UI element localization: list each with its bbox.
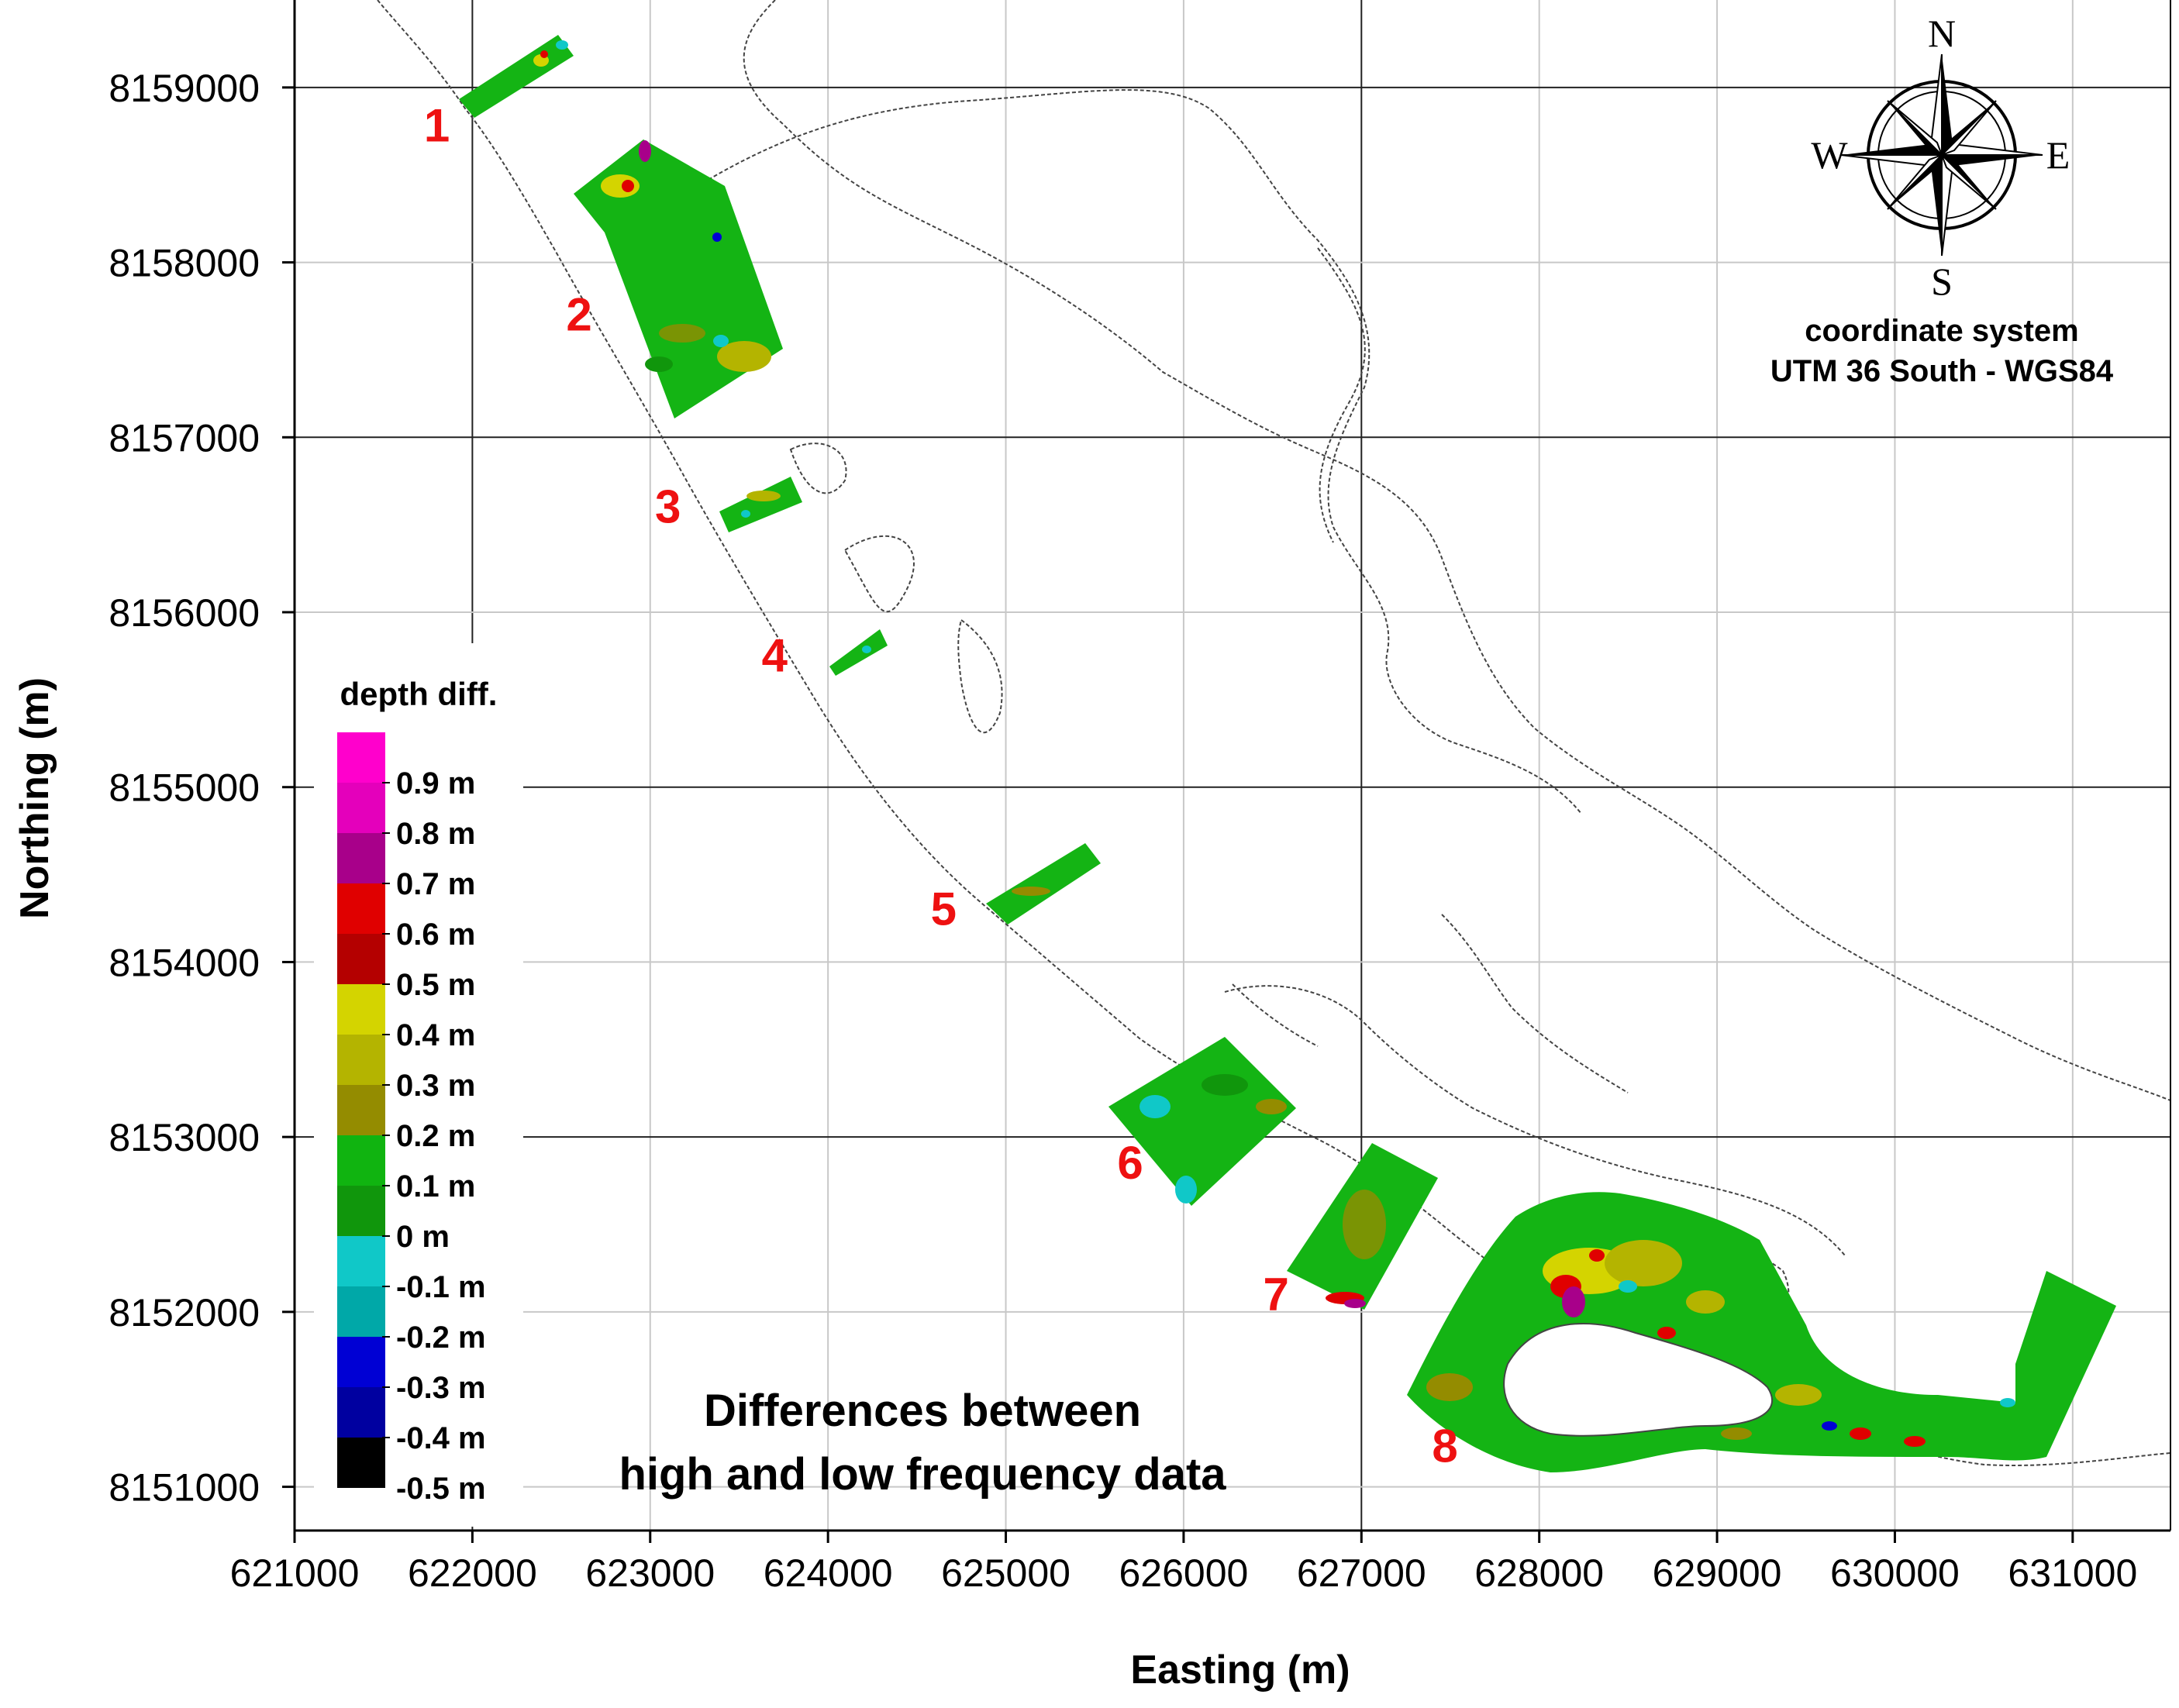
legend-swatch — [337, 1286, 385, 1337]
axes: 621000 622000 623000 624000 625000 626000 6270… — [12, 0, 2171, 1693]
zone-1-surface — [459, 35, 574, 118]
compass-star-icon — [1840, 53, 2043, 257]
zone-3-surface — [719, 477, 802, 532]
zone-4-surface — [829, 629, 888, 676]
zone-8-surface — [1407, 1192, 2116, 1472]
caption-line-2: high and low frequency data — [619, 1449, 1226, 1500]
zone-7-surface — [1287, 1143, 1438, 1310]
y-tick-label: 8159000 — [109, 67, 260, 110]
x-tick-label: 629000 — [1653, 1551, 1782, 1595]
zone-label-7: 7 — [1264, 1268, 1289, 1320]
compass-w-label: W — [1811, 133, 1848, 177]
zone-labels: 1 2 3 4 5 6 7 8 — [424, 100, 1458, 1472]
legend-label: 0.7 m — [396, 867, 475, 901]
zone-label-2: 2 — [566, 288, 591, 340]
legend-swatch — [337, 783, 385, 833]
x-tick-label: 631000 — [2008, 1551, 2137, 1595]
y-axis-title: Northing (m) — [12, 677, 57, 919]
x-tick-label: 626000 — [1119, 1551, 1248, 1595]
zone-label-5: 5 — [931, 883, 957, 935]
x-tick-label: 628000 — [1474, 1551, 1604, 1595]
legend-label: 0.3 m — [396, 1069, 475, 1103]
legend-swatch — [337, 1337, 385, 1387]
legend-label: 0.5 m — [396, 968, 475, 1002]
legend-swatch — [337, 1438, 385, 1488]
y-tick-label: 8158000 — [109, 242, 260, 285]
y-tick-label: 8154000 — [109, 941, 260, 984]
y-tick-label: 8156000 — [109, 591, 260, 635]
coordinate-system-name: UTM 36 South - WGS84 — [1770, 354, 2114, 388]
legend-label: 0.8 m — [396, 817, 475, 851]
legend: depth diff. 0.9 m 0.8 m 0.7 m 0.6 m 0.5 m 0.4… — [314, 643, 523, 1527]
zone-5-surface — [986, 843, 1101, 925]
x-tick-label: 622000 — [408, 1551, 537, 1595]
legend-title: depth diff. — [340, 676, 498, 712]
legend-swatch — [337, 732, 385, 783]
legend-swatch — [337, 1236, 385, 1286]
legend-swatch — [337, 934, 385, 984]
legend-bands: 0.9 m 0.8 m 0.7 m 0.6 m 0.5 m 0.4 m 0.3 m 0.2 m… — [337, 732, 486, 1506]
coordinate-system-title: coordinate system — [1805, 314, 2078, 348]
zone-2-surface — [574, 139, 783, 418]
survey-zones — [459, 35, 2116, 1472]
x-tick-label: 624000 — [764, 1551, 893, 1595]
zone-label-3: 3 — [655, 481, 681, 533]
compass-n-label: N — [1928, 12, 1956, 55]
x-tick-label: 625000 — [941, 1551, 1071, 1595]
x-tick-label: 623000 — [585, 1551, 715, 1595]
y-tick-label: 8153000 — [109, 1116, 260, 1159]
legend-swatch — [337, 883, 385, 934]
y-tick-label: 8152000 — [109, 1291, 260, 1334]
legend-swatch — [337, 984, 385, 1035]
legend-label: 0 m — [396, 1220, 450, 1254]
compass-s-label: S — [1931, 260, 1953, 303]
legend-label: -0.1 m — [396, 1270, 486, 1304]
zone-label-4: 4 — [762, 629, 788, 681]
zone-label-8: 8 — [1432, 1420, 1457, 1472]
legend-swatch — [337, 1085, 385, 1135]
y-tick-label: 8151000 — [109, 1466, 260, 1510]
caption-line-1: Differences between — [704, 1386, 1141, 1436]
legend-label: 0.1 m — [396, 1169, 475, 1204]
x-tick-label: 630000 — [1830, 1551, 1960, 1595]
legend-label: -0.4 m — [396, 1421, 486, 1455]
legend-label: 0.6 m — [396, 918, 475, 952]
y-tick-label: 8155000 — [109, 766, 260, 810]
legend-label: -0.2 m — [396, 1321, 486, 1355]
compass-rose: N S E W — [1811, 12, 2070, 303]
legend-label: 0.2 m — [396, 1119, 475, 1153]
legend-swatch — [337, 1035, 385, 1085]
legend-swatch — [337, 833, 385, 883]
zone-label-1: 1 — [424, 100, 450, 152]
x-tick-label: 627000 — [1297, 1551, 1426, 1595]
zone-label-6: 6 — [1117, 1137, 1143, 1189]
legend-label-last: -0.5 m — [396, 1472, 486, 1506]
legend-swatch — [337, 1387, 385, 1438]
zone-6-surface — [1108, 1037, 1296, 1206]
legend-label: -0.3 m — [396, 1371, 486, 1405]
compass-e-label: E — [2046, 133, 2070, 177]
legend-label: 0.9 m — [396, 766, 475, 801]
legend-label: 0.4 m — [396, 1018, 475, 1052]
legend-swatch — [337, 1135, 385, 1186]
x-axis-title: Easting (m) — [1130, 1648, 1350, 1693]
legend-swatch — [337, 1186, 385, 1236]
y-tick-label: 8157000 — [109, 416, 260, 460]
x-tick-label: 621000 — [230, 1551, 360, 1595]
